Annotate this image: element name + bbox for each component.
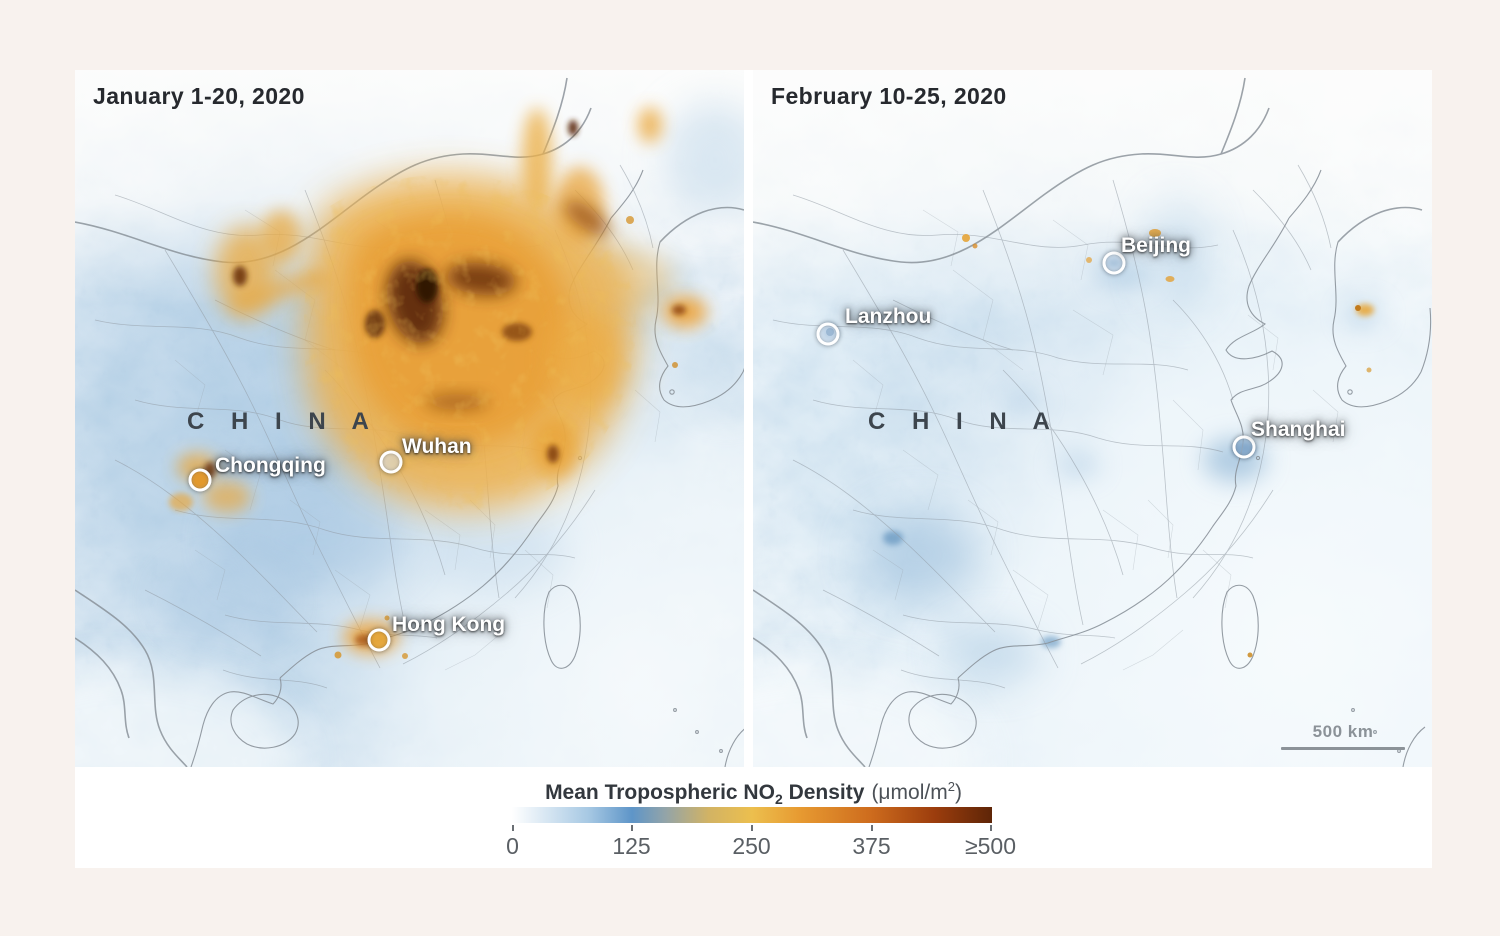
hong-kong-label: Hong Kong [392, 613, 506, 636]
february-panel-title: February 10-25, 2020 [771, 83, 1007, 109]
shanghai-marker [1232, 435, 1256, 459]
legend-title-subscript: 2 [774, 791, 783, 808]
lanzhou-label: Lanzhou [845, 305, 932, 328]
colorbar-tick-marks [511, 823, 992, 831]
wuhan-label: Wuhan [402, 435, 472, 458]
colorbar-area: 0 125 250 375 ≥500 [506, 807, 1016, 863]
scale-bar-label: 500 km [1312, 722, 1374, 741]
china-label-february: C H I N A [868, 408, 1059, 435]
map-panel-february: February 10-25, 2020 C H I N A Beijing L… [753, 70, 1432, 767]
legend-unit: (μmol/m2) [871, 779, 962, 804]
shanghai-label: Shanghai [1251, 418, 1346, 441]
hong-kong-marker [367, 628, 391, 652]
legend-title-main: Mean Tropospheric NO [545, 781, 775, 804]
colorbar-tick-labels: 0 125 250 375 ≥500 [506, 831, 1016, 861]
january-map-art [75, 70, 744, 767]
china-label-january: C H I N A [187, 408, 378, 435]
scale-bar-line [1281, 747, 1405, 750]
beijing-label: Beijing [1121, 234, 1192, 257]
scale-bar: 500 km [1281, 722, 1405, 750]
legend-title: Mean Tropospheric NO2 Density (μmol/m2) [75, 779, 1432, 807]
beijing-marker [1102, 251, 1126, 275]
colorbar [511, 807, 992, 823]
tick-label-500: ≥500 [965, 833, 1016, 859]
january-panel-title: January 1-20, 2020 [93, 83, 305, 109]
legend: Mean Tropospheric NO2 Density (μmol/m2) 0… [75, 767, 1432, 868]
map-panel-january: January 1-20, 2020 C H I N A Chongqing W… [75, 70, 744, 767]
chongqing-label: Chongqing [215, 454, 326, 477]
tick-label-250: 250 [732, 833, 771, 859]
tick-label-0: 0 [506, 833, 519, 859]
wuhan-marker [379, 450, 403, 474]
legend-title-main-2: Density [782, 781, 865, 804]
map-panels-row: January 1-20, 2020 C H I N A Chongqing W… [75, 70, 1432, 767]
january-pollution-layer [169, 107, 707, 659]
tick-label-125: 125 [612, 833, 651, 859]
chongqing-marker [188, 468, 212, 492]
february-map-art [753, 70, 1432, 767]
lanzhou-marker [816, 322, 840, 346]
february-amber-specks [962, 229, 1374, 658]
no2-comparison-figure: January 1-20, 2020 C H I N A Chongqing W… [75, 70, 1432, 868]
tick-label-375: 375 [852, 833, 891, 859]
